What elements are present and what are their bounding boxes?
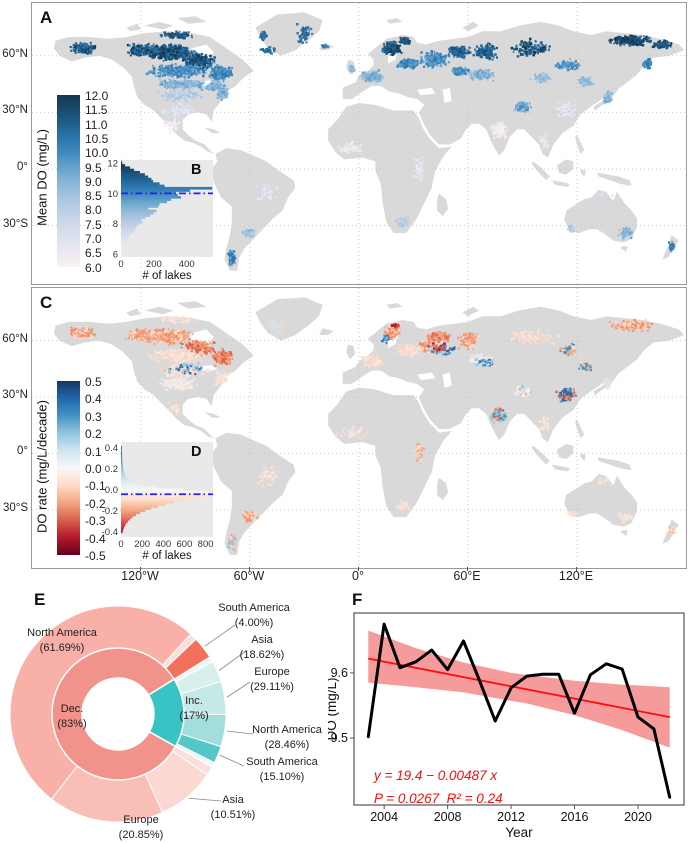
colorbar-tick-label: 0.2 (85, 427, 102, 442)
panel-label-d: D (191, 444, 202, 460)
colorbar-tick-label: 0.1 (85, 444, 102, 459)
lon-tick-label: 0° (352, 569, 364, 583)
donut-panel: E Dec. (83%) Inc. (17%) North America (61.69%… (0, 585, 336, 843)
hist-xlabel: # of lakes (142, 270, 191, 282)
lon-tick-mark (249, 567, 250, 571)
lat-tick-label: 30°S (2, 501, 28, 514)
colorbar-tick-label: 8.5 (85, 189, 102, 204)
do-timeseries-line (366, 622, 672, 799)
colorbar-tick-label: 6.0 (85, 260, 102, 275)
donut-segment-label: North America (28.46%) (252, 724, 322, 751)
lat-tick-label: 60°N (2, 332, 28, 345)
lon-tick-label: 60°W (233, 569, 265, 583)
colorbar-tick-label: -0.4 (85, 531, 106, 546)
donut-segment-label: South America (15.10%) (246, 756, 318, 783)
colorbar-title-mean-do: Mean DO (mg/L) (34, 129, 50, 226)
world-map-mean-do (32, 3, 686, 284)
regression-stats: P = 0.0267 R² = 0.24 (374, 791, 503, 806)
colorbar-tick-label: 9.0 (85, 174, 102, 189)
hist-bars (121, 159, 213, 256)
colorbar-do-rate (57, 381, 80, 555)
donut-segment-label: North America (61.69%) (27, 627, 97, 654)
hist-axis: 0.40.20.0-0.2-0.40 200 400 600 800 (102, 443, 214, 550)
donut-segment-label: Inc. (17%) (179, 695, 209, 722)
colorbar-tick-label: 7.0 (85, 232, 102, 246)
colorbar-tick-label: 0.5 (85, 375, 102, 389)
colorbar-tick-label: 0.3 (85, 409, 102, 424)
map-panel-do-rate (31, 287, 687, 569)
donut-segment-label: South America (4.00%) (218, 602, 290, 629)
histogram-do-rate: 0.40.20.0-0.2-0.40 200 400 600 800# of lakes (102, 442, 214, 562)
lon-tick-label: 120°E (558, 569, 594, 583)
colorbar-tick-label: -0.5 (85, 549, 106, 563)
colorbar-title-do-rate: DO rate (mg/L/decade) (34, 400, 50, 533)
timeseries-panel: F 2004 2008 2012 2016 2020 9.5 9.6 Year DO (mg/L… (328, 585, 688, 843)
donut-inner-ring (51, 647, 185, 781)
colorbar-tick-label: 8.0 (85, 203, 102, 218)
inset-histogram-do-rate: 0.4 0.2 0.0 -0.2 -0.4 0 200 400 600 800 # of lakes… (95, 437, 245, 569)
lon-tick-mark (576, 567, 577, 571)
confidence-band (368, 630, 670, 748)
donut-segment-label: Europe (29.11%) (250, 666, 294, 693)
lat-tick-label: 60°N (2, 47, 28, 60)
colorbar-mean-do (57, 95, 80, 267)
inset-histogram-mean-do: 12 10 8 6 0 200 400 # of lakes B (95, 150, 235, 282)
lon-tick-label: 60°E (453, 569, 481, 583)
x-axis-title: Year (505, 825, 533, 840)
lake-dots (69, 314, 677, 552)
donut-chart (9, 605, 254, 823)
colorbar-tick-label: 0.0 (85, 462, 102, 476)
lat-tick-label: 30°S (2, 217, 28, 230)
donut-leader-lines (188, 624, 254, 802)
donut-segment-label: Dec. (83%) (57, 703, 87, 730)
colorbar-tick-label: 6.5 (85, 246, 102, 261)
lon-tick-label: 120°W (121, 569, 159, 583)
colorbar-tick-label: 11.0 (85, 117, 108, 132)
colorbar-tick-label: 12.0 (85, 89, 109, 103)
lat-tick-label: 0° (17, 160, 28, 173)
donut-segment-label: Asia (18.62%) (239, 634, 285, 661)
lat-tick-label: 30°N (2, 388, 28, 401)
colorbar-tick-label: 7.5 (85, 217, 102, 232)
colorbar-tick-label: 10.5 (85, 131, 109, 146)
panel-label-b: B (191, 162, 202, 178)
colorbar-tick-label: 11.5 (85, 103, 108, 118)
colorbar-tick-label: 10.0 (85, 146, 109, 161)
lon-tick-mark (467, 567, 468, 571)
trend-line (368, 657, 670, 719)
regression-equation: y = 19.4 − 0.00487 x (374, 768, 498, 783)
lake-dots (69, 22, 676, 267)
y-axis-title: DO (mg/L) (328, 677, 339, 740)
lon-tick-mark (140, 567, 141, 571)
panel-label-a: A (40, 8, 53, 27)
lat-tick-label: 30°N (2, 104, 28, 117)
colorbar-tick-label: -0.2 (85, 496, 106, 511)
world-map-do-rate (32, 288, 686, 568)
donut-segment-label: Europe (20.85%) (118, 814, 164, 841)
hist-xlabel: # of lakes (142, 550, 191, 562)
lon-tick-mark (358, 567, 359, 571)
panel-label-f: F (352, 590, 363, 609)
colorbar-tick-label: 0.4 (85, 392, 102, 407)
colorbar-tick-label: -0.1 (85, 479, 106, 494)
colorbar-tick-label: 9.5 (85, 160, 102, 175)
panel-label-c: C (40, 293, 53, 312)
plot-frame (353, 612, 685, 806)
donut-segment-label: Asia (10.51%) (210, 794, 256, 821)
colorbar-tick-label: -0.3 (85, 514, 106, 529)
lat-tick-label: 0° (17, 445, 28, 458)
panel-label-e: E (34, 590, 46, 609)
